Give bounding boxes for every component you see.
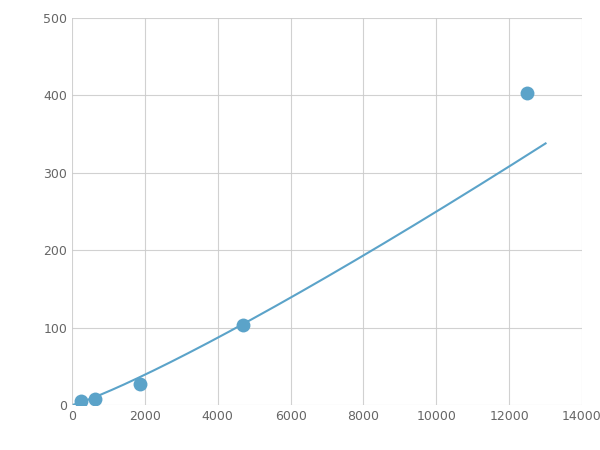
Point (90, 395, 100, 402)
Point (136, 381, 145, 388)
Point (523, 90, 532, 97)
Point (238, 322, 248, 329)
Point (76, 397, 86, 405)
